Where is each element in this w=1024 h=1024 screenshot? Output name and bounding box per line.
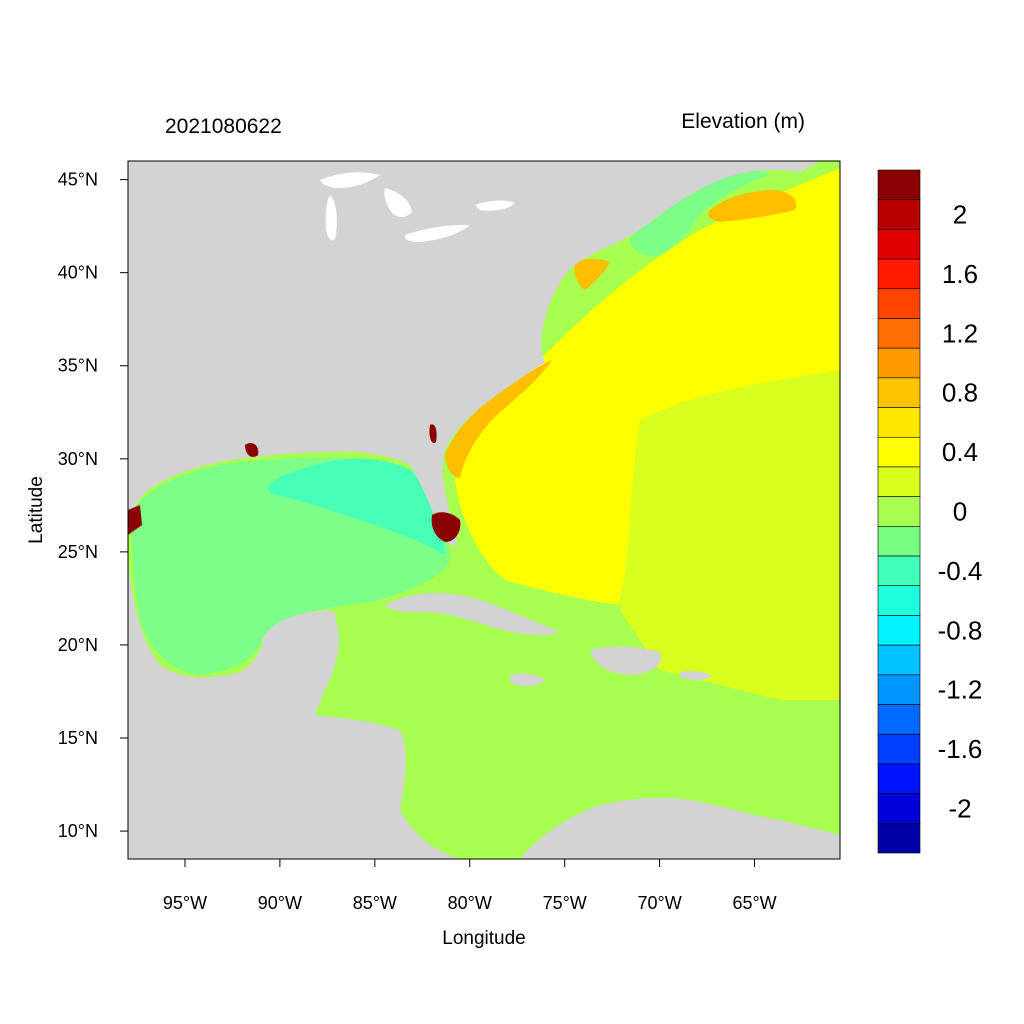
colorbar-label: 1.6 [942,259,978,289]
carolina-surge-band [445,360,552,478]
land-north-america [128,161,820,546]
great-lake-huron [384,188,412,218]
timestamp-label: 2021080622 [165,115,282,138]
colorbar-label: -2 [948,793,971,823]
midatlantic-surge-band [574,259,610,290]
x-tick-label: 90°W [258,893,302,913]
great-lake-superior [320,172,380,188]
extreme-surge-spots [128,424,461,542]
atlantic-east-region [620,370,840,700]
land-mexico-central-america [128,560,460,859]
colorbar-swatch [877,377,921,408]
nova-scotia-surge-band [708,190,797,222]
land-cuba [385,593,560,636]
y-tick-label: 40°N [58,263,98,283]
colorbar-swatch [877,615,921,646]
colorbar-swatch [877,733,921,765]
plot-frame [127,160,841,860]
x-tick-label: 80°W [448,893,492,913]
colorbar-swatch [877,229,921,260]
great-lake-michigan [325,195,337,241]
y-tick-label: 15°N [58,728,98,748]
x-tick-label: 70°W [638,893,682,913]
great-lake-ontario [475,200,515,211]
y-tick-label: 25°N [58,542,98,562]
colorbar-swatch [877,793,921,824]
land-puerto-rico [680,671,712,681]
y-tick-label: 35°N [58,356,98,376]
colorbar-swatch [877,407,921,438]
y-axis: 45°N 40°N 35°N 30°N 25°N 20°N 15°N 10°N [58,170,128,841]
land-jamaica [510,673,545,687]
colorbar-swatch [877,763,921,794]
x-tick-label: 75°W [543,893,587,913]
colorbar-swatch [877,169,921,200]
colorbar-swatch [877,288,921,319]
land-yucatan [262,610,340,700]
x-tick-label: 65°W [732,893,776,913]
colorbar-label: -0.8 [938,615,983,645]
variable-label: Elevation (m) [681,110,805,133]
colorbar-swatch [877,644,921,676]
colorbar-label: 0.4 [942,437,978,467]
colorbar-swatch [877,823,921,854]
y-tick-label: 10°N [58,821,98,841]
x-tick-label: 95°W [163,893,207,913]
colorbar-label: -1.6 [938,734,983,764]
colorbar-label: 0.8 [942,378,978,408]
land-south-america [520,797,840,859]
colorbar-label: -0.4 [938,556,983,586]
y-tick-label: 20°N [58,635,98,655]
colorbar-swatch [877,585,921,616]
colorbar-swatch [877,496,921,527]
y-axis-title: Latitude [26,476,47,544]
atlantic-north-region [455,168,840,605]
colorbar-swatch [877,199,921,230]
colorbar-swatch [877,555,921,587]
y-tick-label: 30°N [58,449,98,469]
x-axis-title: Longitude [442,928,525,949]
colorbar-swatch [877,466,921,497]
colorbar-swatch [877,674,921,705]
colorbar-swatch [877,436,921,468]
colorbar-swatch [877,704,921,735]
colorbar-swatch [877,258,921,290]
colorbar-label: 0 [953,497,967,527]
great-lake-erie [404,224,470,242]
gulf-east-region [268,458,445,555]
colorbar-label: 2 [953,200,967,230]
colorbar-label: 1.2 [942,318,978,348]
colorbar-label: -1.2 [938,675,983,705]
x-axis: 95°W 90°W 85°W 80°W 75°W 70°W 65°W [163,859,777,913]
colorbar-swatch [877,526,921,557]
colorbar: 2 1.6 1.2 0.8 0.4 0 -0.4 -0.8 -1.2 -1.6 -2 [877,169,983,854]
colorbar-swatch [877,318,921,349]
map-area [128,161,840,859]
x-tick-label: 85°W [353,893,397,913]
y-tick-label: 45°N [58,170,98,190]
gulf-of-maine-region [630,168,770,256]
land-hispaniola [590,646,661,675]
colorbar-swatch [877,347,921,379]
